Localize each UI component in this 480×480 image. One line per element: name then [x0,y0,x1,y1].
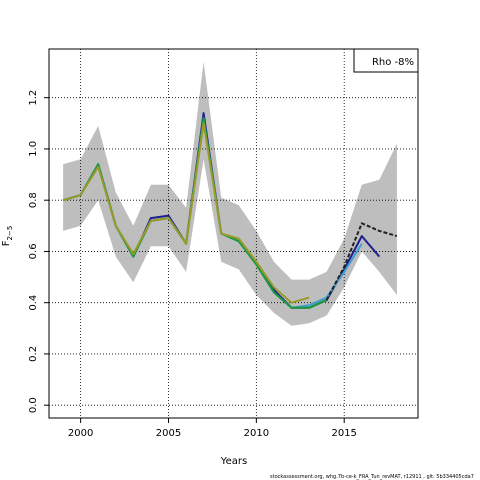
y-tick-label: 0.4 [28,295,39,311]
y-tick-label: 0.6 [28,243,39,259]
footer-note: stockassessment.org, whg.7b-ce-k_FRA_Tun… [270,474,474,480]
y-axis-label-subscript: 2−5 [6,226,14,241]
svg-text:F2−5: F2−5 [1,226,14,247]
y-tick-label: 0.2 [28,346,39,362]
confidence-band [63,61,397,326]
y-axis: 0.0 0.2 0.4 0.6 0.8 1.0 1.2 [28,90,49,413]
x-tick-label: 2005 [156,428,181,439]
x-tick-label: 2010 [244,428,269,439]
y-axis-label-main: F [1,240,12,246]
series-group [62,112,398,309]
x-tick-label: 2000 [68,428,93,439]
plot-frame [48,48,419,419]
x-axis: 2000 2005 2010 2015 [68,418,357,439]
y-tick-label: 0.8 [28,192,39,208]
legend-box [353,48,419,73]
series-line-4 [62,122,310,304]
confidence-band-area [63,61,397,326]
y-tick-label: 1.0 [28,141,39,157]
y-tick-label: 0.0 [28,397,39,413]
legend-entry: Rho -8% [372,57,414,68]
x-axis-label: Years [220,456,247,467]
y-tick-label: 1.2 [28,90,39,106]
series-line-5 [325,222,398,301]
legend: Rho -8% [353,48,419,73]
y-axis-label: F2−5 [1,226,14,247]
x-tick-label: 2015 [331,428,356,439]
